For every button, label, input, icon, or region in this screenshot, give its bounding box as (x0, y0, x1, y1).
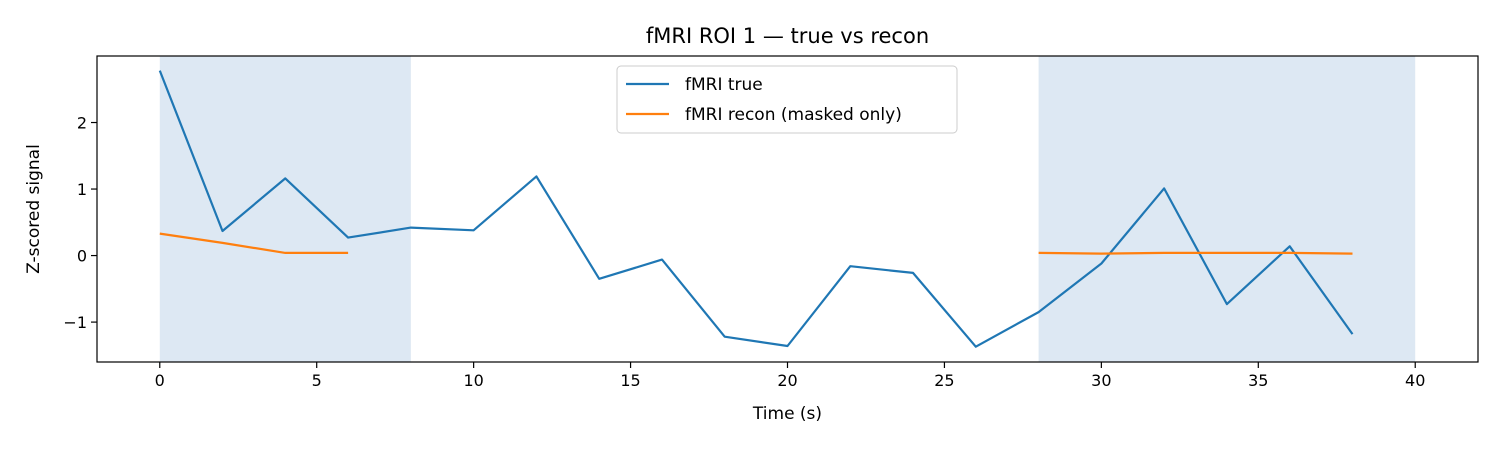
legend-label-2: fMRI recon (masked only) (685, 105, 902, 125)
masked-spans (159, 56, 1416, 362)
series-1-line (158, 70, 1354, 348)
x-tick-label: 25 (934, 371, 954, 390)
series-lines (158, 70, 1354, 348)
legend-box (616, 65, 958, 134)
x-tick-label: 0 (155, 371, 165, 390)
y-tick-label: 1 (77, 180, 87, 199)
y-tick-label: −1 (63, 313, 87, 332)
chart-title: fMRI ROI 1 — true vs recon (646, 24, 929, 48)
masked-span-2 (1038, 56, 1416, 362)
x-tick-label: 40 (1405, 371, 1425, 390)
series-2-line-segment-1 (159, 232, 349, 254)
x-tick-label: 20 (777, 371, 797, 390)
legend-label-1: fMRI true (685, 75, 763, 95)
x-tick-label: 35 (1248, 371, 1268, 390)
x-tick-label: 10 (463, 371, 483, 390)
x-tick-label: 30 (1091, 371, 1111, 390)
legend: fMRI true fMRI recon (masked only) (616, 65, 958, 134)
x-axis-label: Time (s) (752, 404, 822, 424)
x-axis: 0 5 10 15 20 25 30 35 40 (155, 362, 1425, 390)
x-tick-label: 15 (620, 371, 640, 390)
y-axis-label: Z-scored signal (24, 144, 44, 274)
series-2-line-segment-2 (1038, 251, 1353, 255)
y-tick-label: 2 (77, 114, 87, 133)
x-tick-label: 5 (312, 371, 322, 390)
y-axis: −1 0 1 2 (63, 114, 97, 332)
masked-span-1 (159, 56, 411, 362)
y-tick-label: 0 (77, 247, 87, 266)
